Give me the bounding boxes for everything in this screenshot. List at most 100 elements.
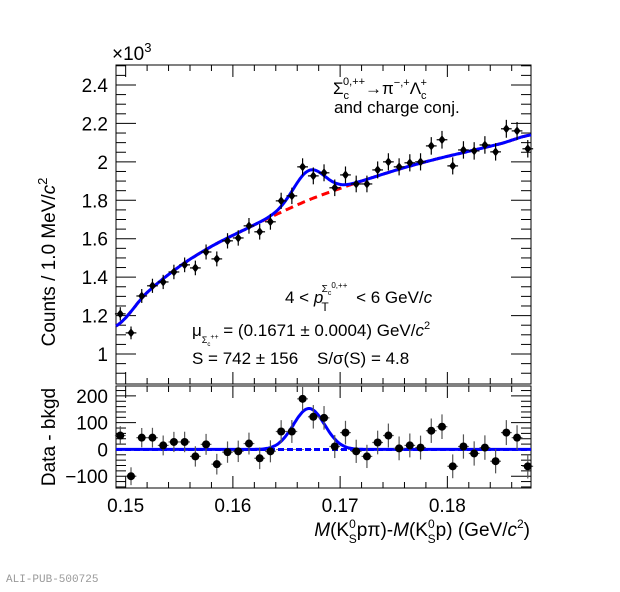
marker [341,428,350,437]
marker [448,462,457,471]
residual-point [136,428,148,448]
data-point [468,142,480,160]
marker [480,443,489,452]
marker [245,221,253,231]
data-point [136,289,148,303]
marker [470,449,479,458]
top-plot-frame [115,64,532,385]
x-axis-title: M(K0 Spπ)-M(K0 Sp) (GeV/c2) [314,517,530,546]
data-point [340,166,351,184]
residual-point [222,441,233,463]
marker [256,227,264,237]
marker [320,168,328,178]
y-tick-label: 2.2 [82,114,108,135]
marker [224,236,232,246]
residual-point [286,420,298,443]
residual-point [383,423,394,448]
marker [181,260,189,270]
residual-point [114,426,126,445]
residual-point [522,454,534,479]
marker [234,447,243,456]
data-point [243,217,255,234]
top-y-axis-title: Counts / 1.0 MeV/c2 [35,178,60,347]
data-point [500,119,512,138]
decay-annotation: Σc0,++→π−,+Λc+ [333,76,427,102]
data-point [415,153,426,171]
marker [437,422,446,431]
marker [255,454,264,463]
x-tick-label: 0.16 [214,496,251,517]
residual-point [179,431,190,453]
residual-point [318,406,330,430]
marker [352,447,361,456]
residual-point [350,439,362,463]
residual-point [393,436,405,461]
y-tick-label: 1.2 [82,307,108,328]
marker [502,124,510,134]
data-point [189,260,201,276]
marker [330,442,339,451]
marker [438,135,446,145]
marker [427,426,436,435]
residual-point [436,414,448,440]
data-point [211,251,223,267]
residual-point [157,435,169,456]
y-multiplier: ×103 [112,40,151,65]
marker [244,439,253,448]
marker [492,147,500,157]
data-point [372,161,384,179]
residual-point [265,440,276,463]
marker [137,433,146,442]
x-tick-label: 0.15 [107,496,144,517]
data-point [286,187,298,205]
data-point [318,164,330,182]
data-point [436,130,448,149]
marker [266,217,274,227]
data-point [307,167,319,185]
residual-point [458,434,469,459]
marker [417,157,425,167]
residual-point [297,386,308,411]
marker [384,431,393,440]
data-point [490,143,501,161]
marker [288,191,296,201]
marker [148,433,157,442]
marker [331,183,339,193]
residual-point [490,449,501,474]
data-point [404,154,416,172]
data-point [393,158,405,176]
marker [309,171,317,181]
data-point [275,192,287,210]
marker [277,196,285,206]
data-point [383,153,394,171]
residual-point [479,435,491,460]
marker [384,157,392,167]
data-point [297,158,308,176]
marker [299,162,307,172]
x-tick-label: 0.17 [322,496,359,517]
marker [513,126,521,136]
marker [395,162,403,172]
residual-point [500,420,512,446]
residual-point [404,433,416,458]
charge-conj-annotation: and charge conj. [334,98,460,117]
publication-id: ALI-PUB-500725 [6,574,99,586]
residual-point [275,420,287,443]
pt-range-annotation: 4 < pTΣc0,++ < 6 GeV/c [285,281,433,314]
data-point [447,157,459,175]
y-tick-label: −100 [65,467,108,488]
marker [234,233,242,243]
y-tick-label: 2 [97,153,108,174]
marker [138,291,146,301]
residual-point [189,446,201,467]
residual-point [254,447,266,470]
marker [159,441,168,450]
marker [191,452,200,461]
marker [405,441,414,450]
marker [491,457,500,466]
marker [170,267,178,277]
data-point [168,264,180,280]
marker [298,394,307,403]
marker [191,263,199,273]
